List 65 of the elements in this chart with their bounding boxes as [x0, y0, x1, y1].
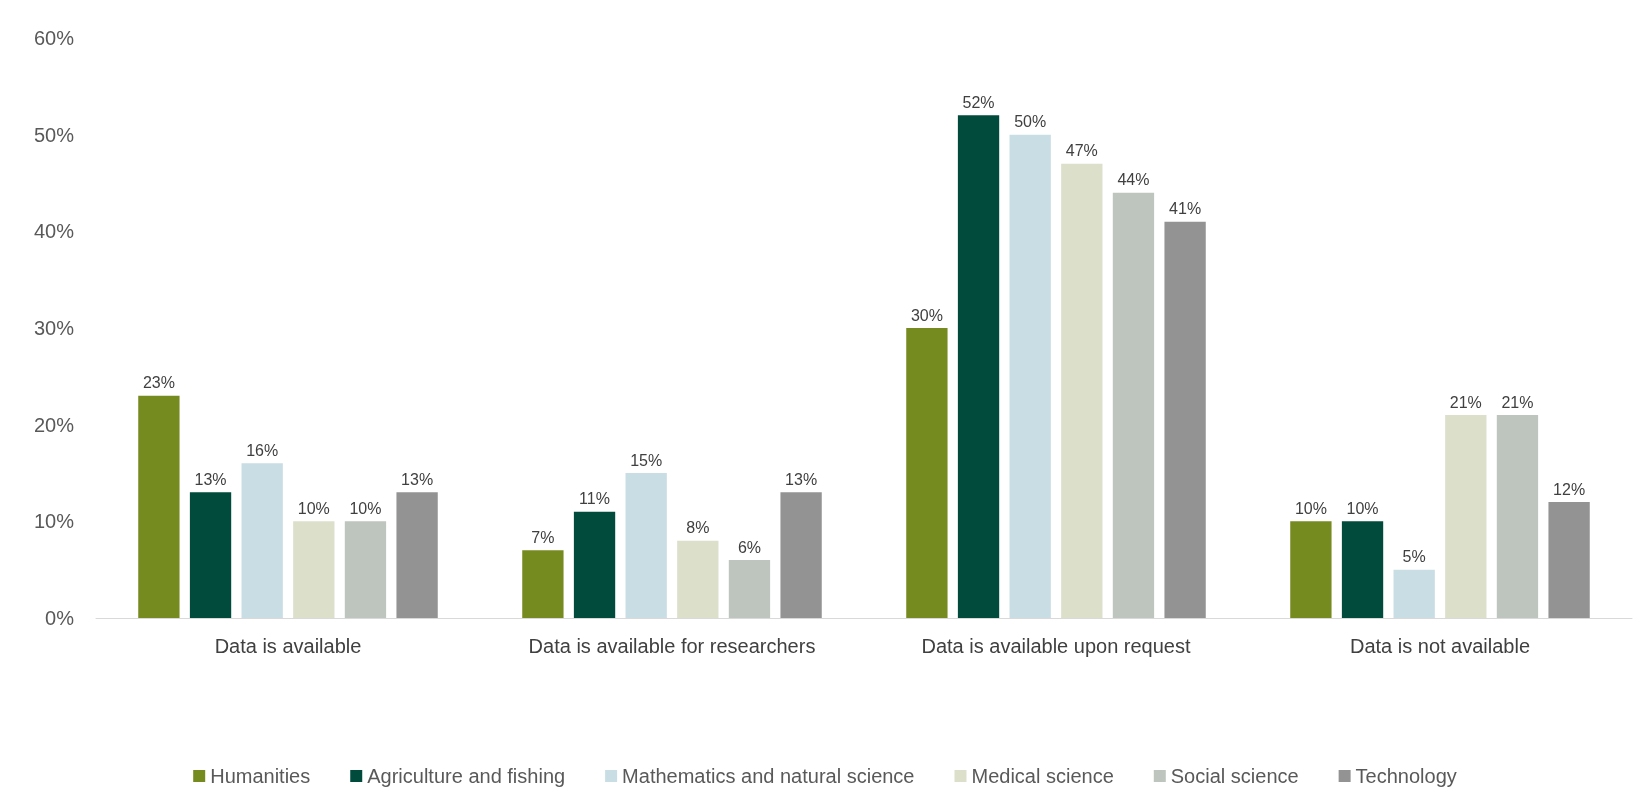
bar	[573, 511, 616, 618]
data-label: 5%	[1402, 548, 1426, 566]
bar	[1009, 134, 1051, 618]
y-tick-label: 50%	[33, 123, 75, 146]
bar	[906, 328, 948, 618]
legend-label: Medical science	[971, 765, 1114, 787]
x-tick-label: Data is available for researchers	[528, 635, 816, 657]
data-label: 30%	[910, 306, 943, 324]
y-tick-label: 60%	[33, 27, 75, 49]
y-tick-label: 20%	[33, 413, 75, 436]
data-label: 41%	[1169, 200, 1202, 218]
bar	[780, 492, 822, 618]
data-label: 11%	[579, 490, 610, 508]
data-label: 12%	[1553, 480, 1586, 498]
bar	[1548, 502, 1590, 618]
data-label: 21%	[1501, 393, 1534, 411]
data-label: 21%	[1449, 393, 1482, 411]
legend-label: Humanities	[210, 765, 311, 787]
bar	[1445, 415, 1487, 618]
bar	[189, 492, 232, 618]
bar	[625, 473, 667, 618]
data-label: 10%	[1294, 499, 1327, 517]
legend-label: Technology	[1355, 765, 1457, 787]
bar	[1496, 415, 1539, 618]
data-label: 13%	[194, 470, 227, 488]
y-tick-label: 0%	[45, 607, 75, 629]
bar	[522, 550, 564, 618]
bar	[1393, 569, 1435, 618]
bar	[957, 115, 1000, 618]
bar	[344, 521, 387, 618]
data-label: 15%	[630, 451, 663, 469]
data-label: 16%	[246, 441, 279, 459]
x-tick-label: Data is available upon request	[921, 635, 1191, 657]
data-label: 13%	[401, 470, 434, 488]
data-label: 23%	[142, 374, 175, 392]
data-label: 7%	[531, 528, 555, 546]
y-tick-label: 10%	[33, 510, 75, 533]
data-label: 6%	[737, 538, 762, 556]
bar	[241, 463, 283, 618]
bar	[1112, 192, 1155, 618]
data-label: 50%	[1014, 113, 1047, 131]
legend-label: Social science	[1170, 765, 1299, 787]
bar	[1341, 521, 1384, 618]
bar	[677, 540, 719, 618]
legend-label: Agriculture and fishing	[367, 765, 566, 787]
bar	[396, 492, 438, 618]
y-tick-label: 30%	[33, 317, 75, 339]
bar	[1164, 221, 1206, 618]
legend-label: Mathematics and natural science	[622, 765, 915, 787]
data-label: 8%	[686, 519, 710, 537]
data-label: 10%	[349, 499, 382, 517]
data-label: 47%	[1065, 142, 1098, 160]
data-label: 13%	[785, 470, 818, 488]
bar	[728, 560, 771, 618]
data-label: 44%	[1117, 171, 1150, 189]
y-tick-label: 40%	[33, 220, 75, 243]
x-tick-label: Data is not available	[1349, 635, 1531, 657]
data-label: 10%	[297, 499, 330, 517]
bar	[138, 395, 180, 618]
bar	[1290, 521, 1332, 618]
bar	[293, 521, 335, 618]
bar	[1061, 163, 1103, 618]
x-tick-label: Data is available	[214, 635, 362, 657]
data-label: 52%	[962, 93, 995, 111]
data-label: 10%	[1346, 499, 1379, 517]
